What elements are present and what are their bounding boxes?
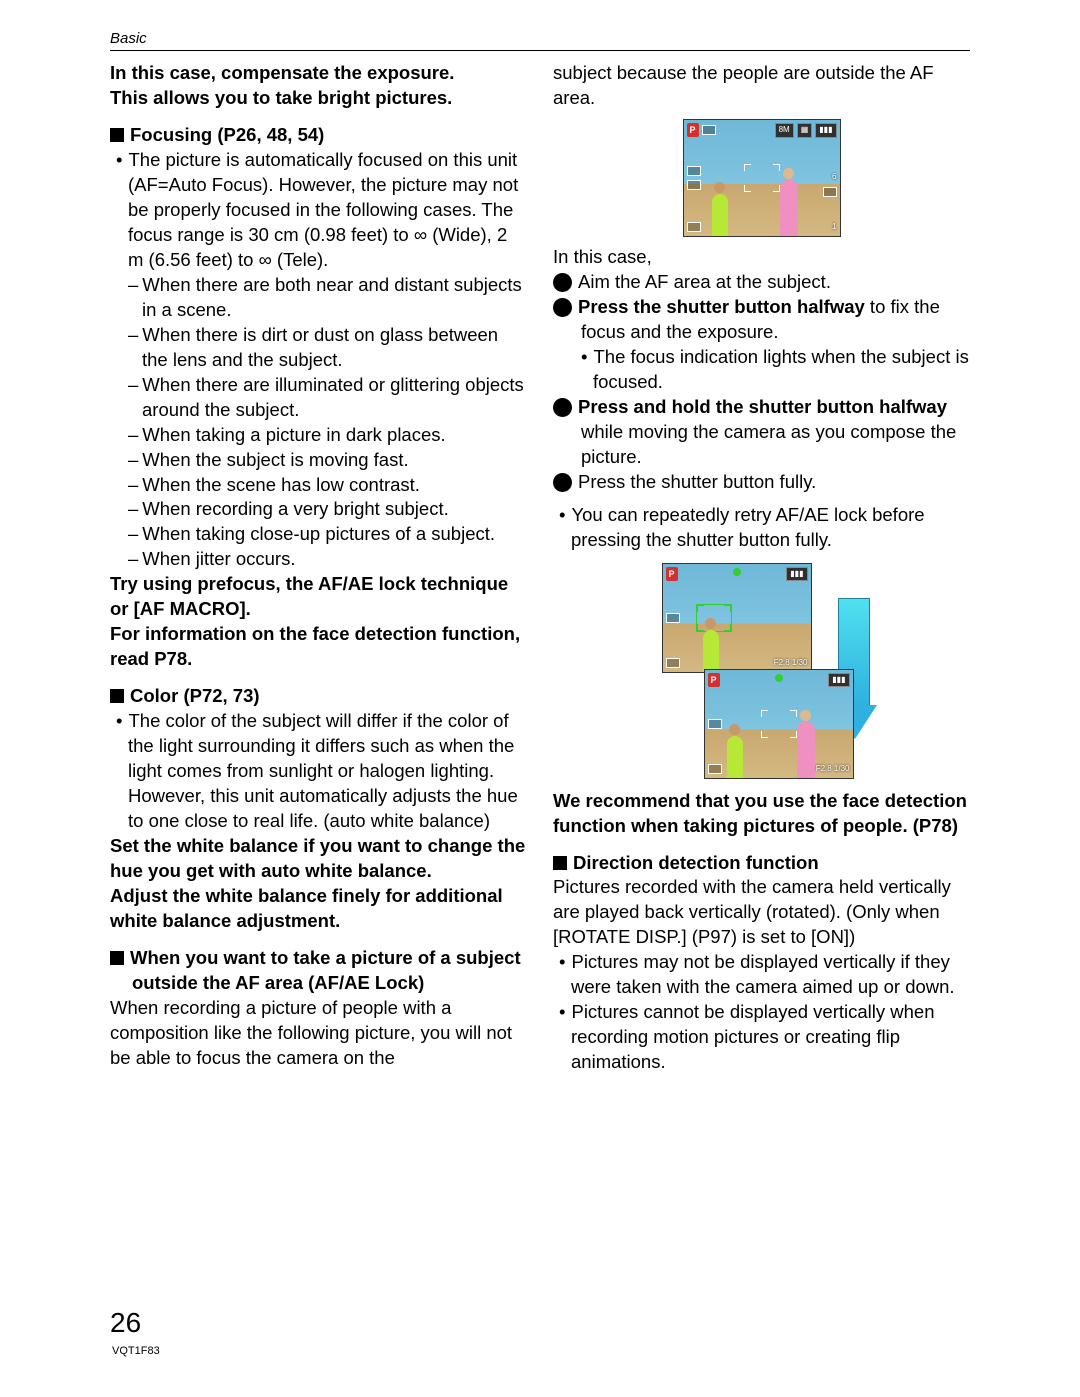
quality-icon: ▦ [797,123,813,138]
lcd-sequence: P ▮▮▮ F2.8 1/30 P ▮▮▮ [662,563,862,779]
focus-condition-item: When taking a picture in dark places. [110,423,527,448]
afae-body: When recording a picture of people with … [110,996,527,1071]
step-2-sub: The focus indication lights when the sub… [553,345,970,395]
square-bullet-icon [110,689,124,703]
mode-p-icon: P [666,567,678,581]
direction-note-1: Pictures may not be displayed vertically… [553,950,970,1000]
af-area-frame [744,164,780,192]
square-bullet-icon [110,128,124,142]
lcd-icon [708,719,722,729]
mode-p-icon: P [708,673,720,687]
direction-note-2: Pictures cannot be displayed vertically … [553,1000,970,1075]
lcd-icon [666,658,680,668]
afae-heading: When you want to take a picture of a sub… [110,946,527,996]
lcd-example-3: P ▮▮▮ F2.8 1/30 [704,669,854,779]
document-code: VQT1F83 [112,1345,160,1357]
step-2: 2Press the shutter button halfway to fix… [553,295,970,345]
wb-adjust-tip: Adjust the white balance finely for addi… [110,884,527,934]
step-3: 3Press and hold the shutter button halfw… [553,395,970,470]
subject-woman [780,168,798,236]
focus-condition-item: When jitter occurs. [110,547,527,572]
lcd-icon [687,222,701,232]
battery-icon: ▮▮▮ [786,567,807,582]
lcd-icon [666,613,680,623]
lcd-example-2: P ▮▮▮ F2.8 1/30 [662,563,812,673]
manual-page: Basic In this case, compensate the expos… [0,0,1080,1105]
lcd-example-1: P 8M ▦ ▮▮▮ 6 [683,119,841,237]
step-number-icon: 2 [553,298,572,317]
lcd-icon [708,764,722,774]
battery-icon: ▮▮▮ [815,123,836,138]
subject-woman [797,710,815,778]
exposure-info: F2.8 1/30 [774,658,808,669]
subject-girl [712,182,728,236]
focus-conditions-list: When there are both near and distant sub… [110,273,527,573]
mode-p-icon: P [687,123,699,137]
focus-condition-item: When recording a very bright subject. [110,497,527,522]
retry-note: You can repeatedly retry AF/AE lock befo… [553,503,970,553]
page-number: 26 [110,1307,141,1339]
lcd-bottom-row: 1 [687,222,837,233]
lcd-stab-icon [702,125,716,135]
two-column-layout: In this case, compensate the exposure. T… [110,61,970,1075]
battery-icon: ▮▮▮ [828,673,849,688]
focus-condition-item: When there is dirt or dust on glass betw… [110,323,527,373]
focus-condition-item: When the subject is moving fast. [110,448,527,473]
step-number-icon: 4 [553,473,572,492]
page-header: Basic [110,30,970,51]
exposure-info: F2.8 1/30 [816,764,850,775]
resolution-icon: 8M [775,123,794,138]
lcd-icon [823,187,837,197]
lcd-top-row: P 8M ▦ ▮▮▮ [687,123,837,138]
shots-remaining: 6 [832,172,836,183]
lcd-right-info: 6 [823,172,837,197]
right-column: subject because the people are outside t… [553,61,970,1075]
step-number-icon: 1 [553,273,572,292]
face-detect-recommend: We recommend that you use the face detec… [553,789,970,839]
subject-girl [703,618,719,672]
focus-condition-item: When there are illuminated or glittering… [110,373,527,423]
step-number-icon: 3 [553,398,572,417]
color-body: The color of the subject will differ if … [110,709,527,834]
direction-body: Pictures recorded with the camera held v… [553,875,970,950]
face-detect-ref: For information on the face detection fu… [110,622,527,672]
step-4: 4Press the shutter button fully. [553,470,970,495]
left-column: In this case, compensate the exposure. T… [110,61,527,1075]
count-sub: 1 [832,222,836,233]
lcd-icon [687,166,701,176]
step-1: 1Aim the AF area at the subject. [553,270,970,295]
wb-set-tip: Set the white balance if you want to cha… [110,834,527,884]
direction-heading: Direction detection function [553,851,970,876]
afae-continuation: subject because the people are outside t… [553,61,970,111]
section-label: Basic [110,30,147,47]
square-bullet-icon [110,951,124,965]
in-this-case: In this case, [553,245,970,270]
focusing-heading: Focusing (P26, 48, 54) [110,123,527,148]
focus-condition-item: When taking close-up pictures of a subje… [110,522,527,547]
lcd-icon [687,180,701,190]
intro-line1: In this case, compensate the exposure. [110,61,527,86]
color-heading: Color (P72, 73) [110,684,527,709]
focusing-intro: The picture is automatically focused on … [110,148,527,273]
subject-girl [727,724,743,778]
focus-condition-item: When the scene has low contrast. [110,473,527,498]
intro-line2: This allows you to take bright pictures. [110,86,527,111]
af-area-frame [761,710,797,738]
lcd-left-icons [687,166,701,190]
focus-condition-item: When there are both near and distant sub… [110,273,527,323]
prefocus-tip: Try using prefocus, the AF/AE lock techn… [110,572,527,622]
square-bullet-icon [553,856,567,870]
